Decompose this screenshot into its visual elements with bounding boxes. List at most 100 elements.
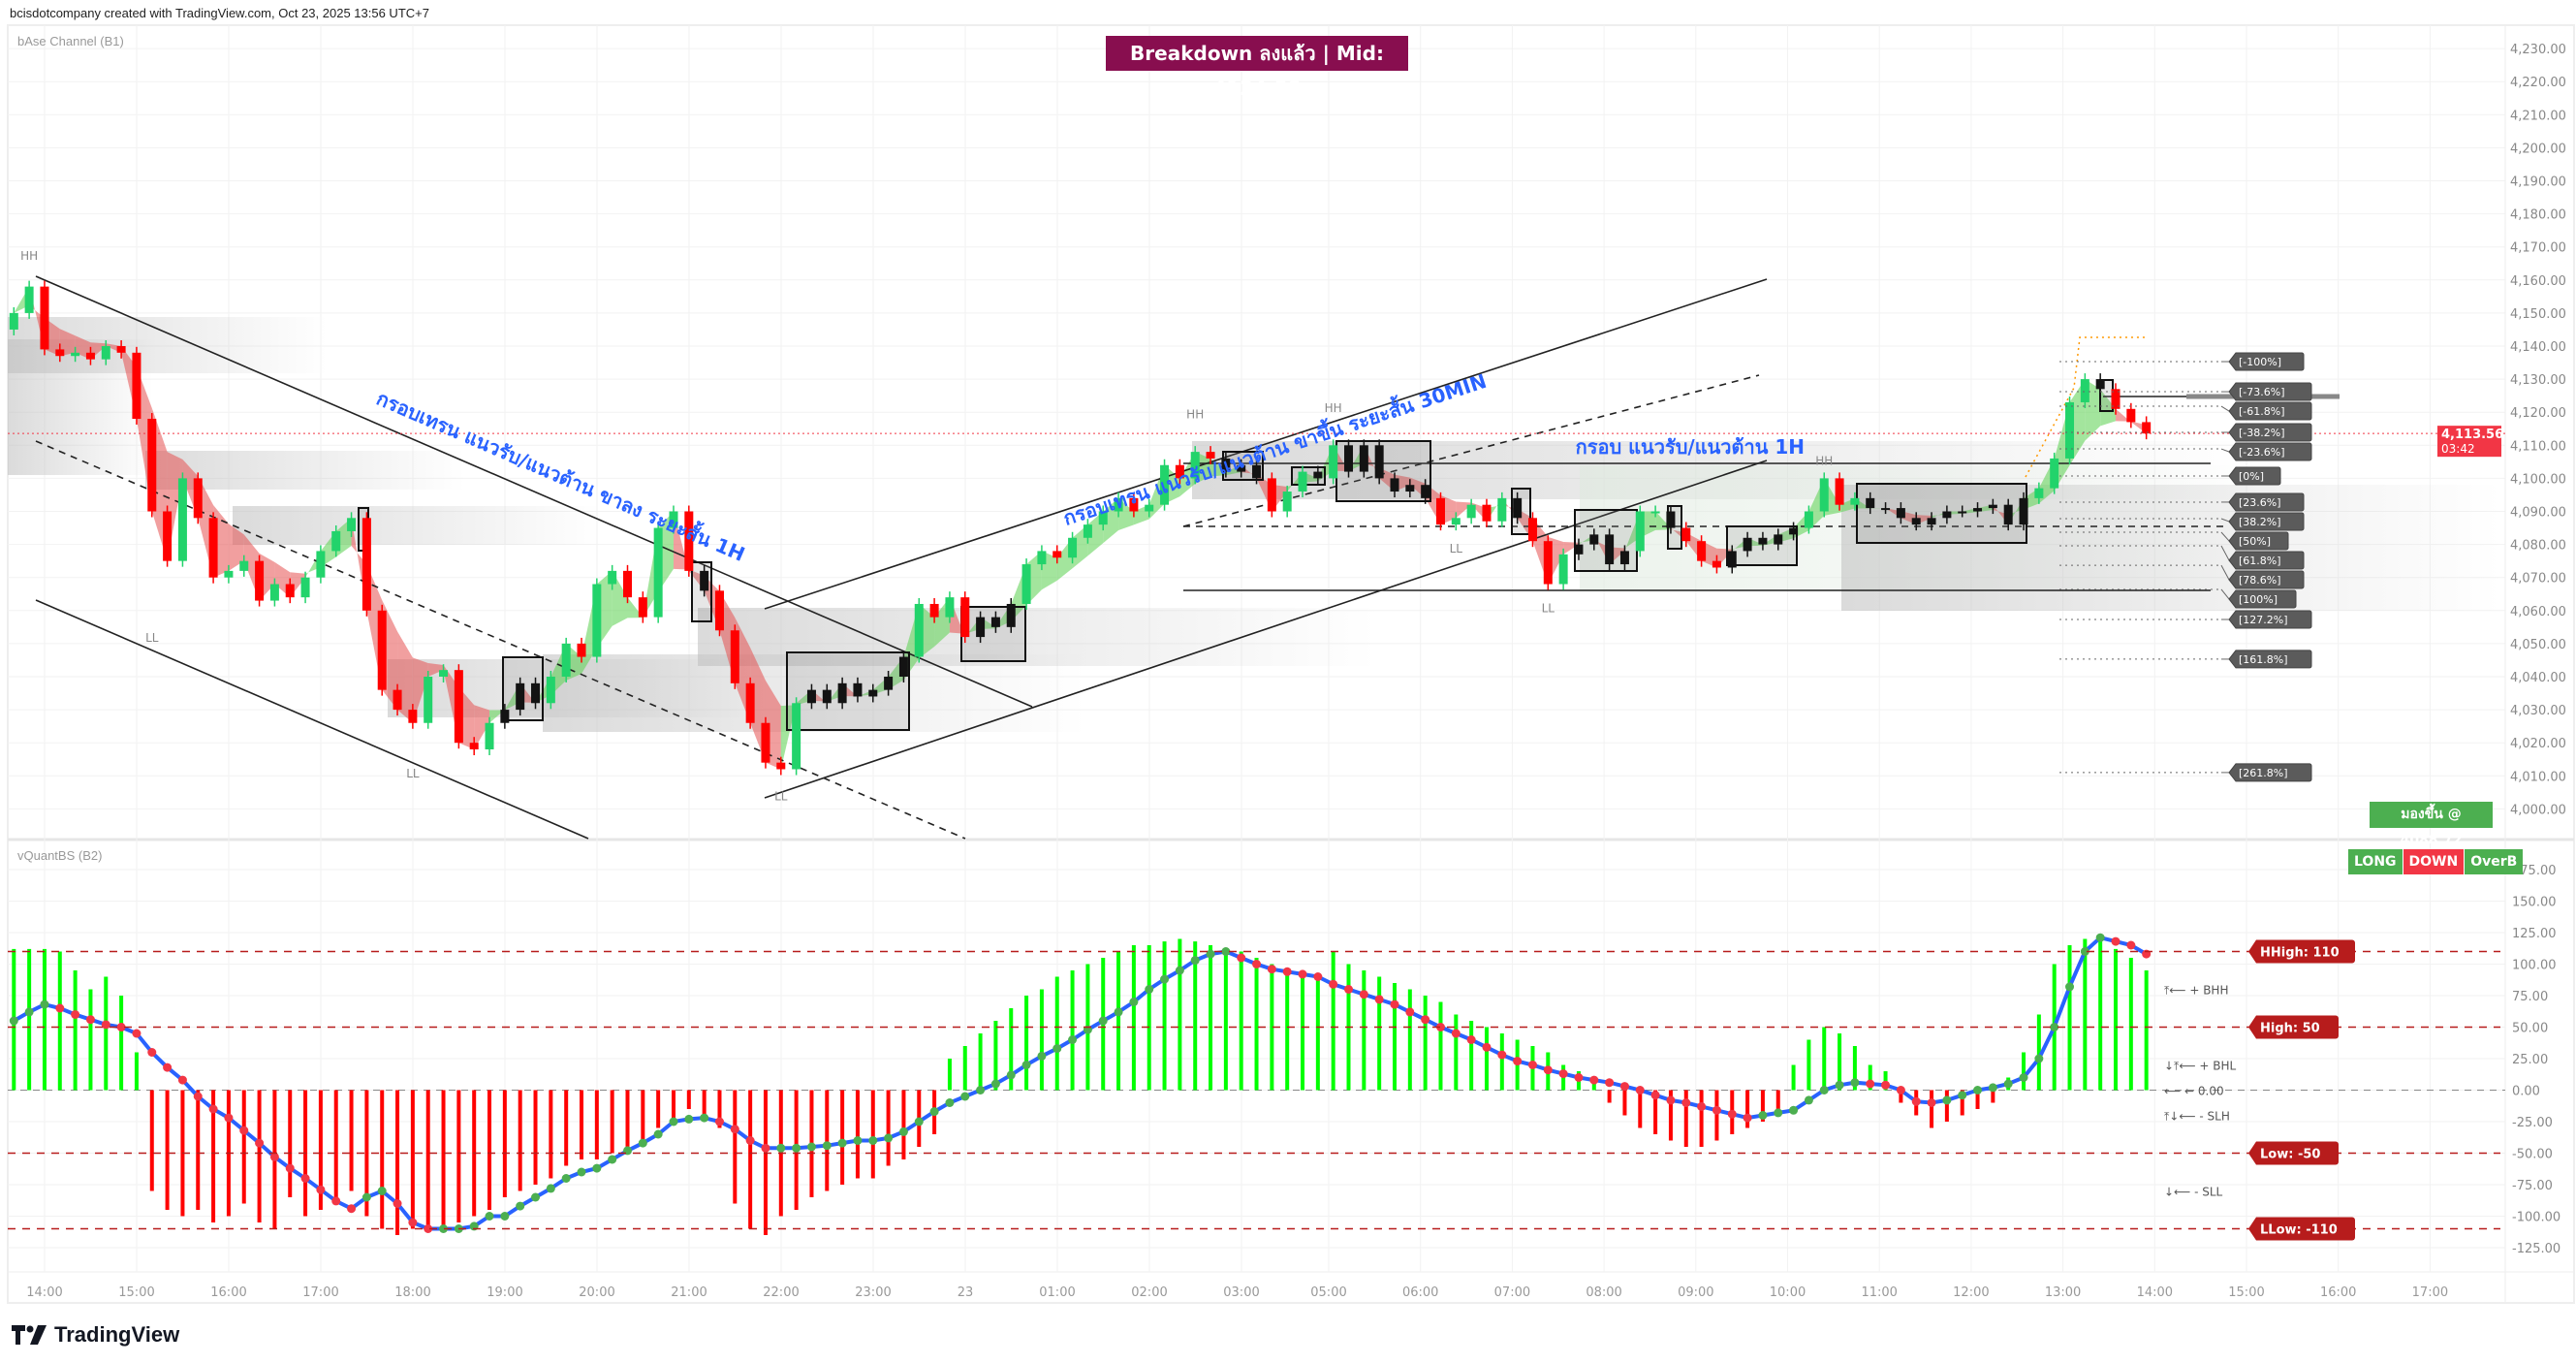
candle: [700, 570, 709, 591]
time-tick-label: 03:00: [1223, 1285, 1259, 1300]
candle: [1727, 551, 1737, 568]
candle: [2095, 379, 2105, 390]
candle: [40, 286, 49, 350]
ribbon-segment: [1624, 511, 1641, 552]
signal-dot: [638, 1138, 647, 1148]
time-tick-label: 01:00: [1039, 1285, 1075, 1300]
candle: [1267, 478, 1276, 512]
candle: [1497, 497, 1507, 522]
candle: [1866, 497, 1875, 509]
price-tick-label: 4,100.00: [2510, 472, 2566, 487]
price-tick-label: 4,000.00: [2510, 803, 2566, 817]
histogram-bar: [2067, 945, 2072, 1091]
time-axis[interactable]: 14:00 15:00 16:00 17:00 18:00 19:00 20:00 21:00…: [26, 1285, 2448, 1300]
candle: [1175, 464, 1184, 479]
price-tick-label: 4,140.00: [2510, 340, 2566, 355]
candle: [1466, 504, 1476, 519]
ribbon-segment: [427, 662, 444, 677]
histogram-bar: [288, 1090, 293, 1197]
signal-dot: [1451, 1029, 1461, 1038]
signal-dot: [960, 1092, 970, 1101]
signal-dot: [730, 1125, 739, 1134]
main-pane-title[interactable]: bAse Channel (B1): [17, 34, 124, 48]
signal-dot: [898, 1126, 908, 1136]
oscillator-pane-title[interactable]: vQuantBS (B2): [17, 848, 103, 863]
consolidation-box: [786, 651, 910, 731]
candle: [347, 518, 357, 531]
signal-dot: [1866, 1079, 1875, 1089]
signal-dot: [669, 1117, 678, 1126]
candle: [1145, 504, 1154, 512]
histogram-bar: [748, 1090, 753, 1229]
histogram-bar: [2083, 938, 2088, 1091]
histogram-bar: [1301, 976, 1305, 1091]
breakdown-banner: Breakdown ลงแล้ว | Mid: 4124.58: [1106, 36, 1408, 100]
channel-line: [35, 599, 589, 840]
range-box-label: กรอบ แนวรับ/แนวต้าน 1H: [1576, 435, 1805, 459]
osc-tick-label: 50.00: [2512, 1022, 2548, 1036]
histogram-bar: [1254, 958, 1259, 1091]
histogram-bar: [901, 1090, 906, 1159]
price-axis[interactable]: 4,230.00 4,220.00 4,210.00 4,200.00 4,190.00…: [2510, 43, 2566, 817]
histogram-bar: [349, 1090, 354, 1191]
price-tick-label: 4,010.00: [2510, 770, 2566, 784]
time-tick-label: 16:00: [210, 1285, 246, 1300]
price-tick-label: 4,070.00: [2510, 572, 2566, 587]
candle: [1666, 511, 1676, 528]
signal-dot: [1927, 1098, 1936, 1107]
candle: [1513, 497, 1523, 519]
fib-leader: [2220, 518, 2230, 523]
candle: [239, 560, 249, 571]
price-tick-label: 4,110.00: [2510, 439, 2566, 454]
signal-dot: [1911, 1096, 1921, 1106]
candle: [1589, 534, 1599, 545]
histogram-bar: [686, 1090, 691, 1109]
histogram-bar: [1822, 1027, 1827, 1091]
price-zone: [8, 339, 153, 475]
signal-dot: [1513, 1057, 1523, 1066]
signal-dot: [1006, 1070, 1016, 1080]
fib-leader: [2220, 531, 2230, 542]
osc-tick-label: 175.00: [2512, 864, 2557, 878]
fib-leader: [2220, 564, 2230, 581]
oscillator-axis[interactable]: 175.00 150.00 125.00 100.00 75.00 50.00 25.00 0…: [2512, 864, 2560, 1256]
candle: [1635, 511, 1645, 552]
candle: [2111, 389, 2120, 409]
signal-dot: [1681, 1098, 1691, 1107]
price-zone: [698, 608, 1376, 666]
tradingview-logo[interactable]: TradingView: [12, 1322, 179, 1348]
current-price-value: 4,113.56: [2441, 428, 2503, 442]
candle: [1712, 560, 1721, 568]
signal-dot: [208, 1104, 218, 1114]
time-tick-label: 19:00: [487, 1285, 522, 1300]
time-tick-label: 12:00: [1953, 1285, 1989, 1300]
candle: [1619, 551, 1629, 565]
candle: [1221, 458, 1231, 472]
histogram-bar: [2098, 941, 2103, 1091]
signal-dot: [1466, 1035, 1476, 1044]
histogram-bar: [993, 1021, 998, 1091]
candle: [2065, 401, 2075, 459]
swing-labels: HH LL LL LL HH HH LL LL HH: [20, 249, 1833, 804]
histogram-bar: [241, 1090, 246, 1204]
signal-dot: [316, 1185, 326, 1194]
candle: [71, 352, 80, 357]
tradingview-logo-text: TradingView: [54, 1322, 180, 1347]
time-tick-label: 14:00: [2137, 1285, 2173, 1300]
signal-dot: [1804, 1095, 1813, 1105]
price-tick-label: 4,030.00: [2510, 704, 2566, 718]
signal-dot: [116, 1023, 126, 1031]
signal-dot: [1650, 1091, 1660, 1100]
signal-dot: [945, 1098, 955, 1107]
candle: [1774, 534, 1783, 545]
signal-dot: [1758, 1111, 1768, 1120]
fib-leader: [2220, 588, 2230, 600]
histogram-bar: [1193, 941, 1198, 1091]
candle: [1527, 518, 1537, 542]
signal-dot: [1145, 985, 1154, 994]
histogram-bar: [763, 1090, 768, 1235]
fib-tag: [2228, 492, 2305, 512]
histogram-bar: [580, 1090, 584, 1159]
histogram-bar: [410, 1090, 415, 1229]
